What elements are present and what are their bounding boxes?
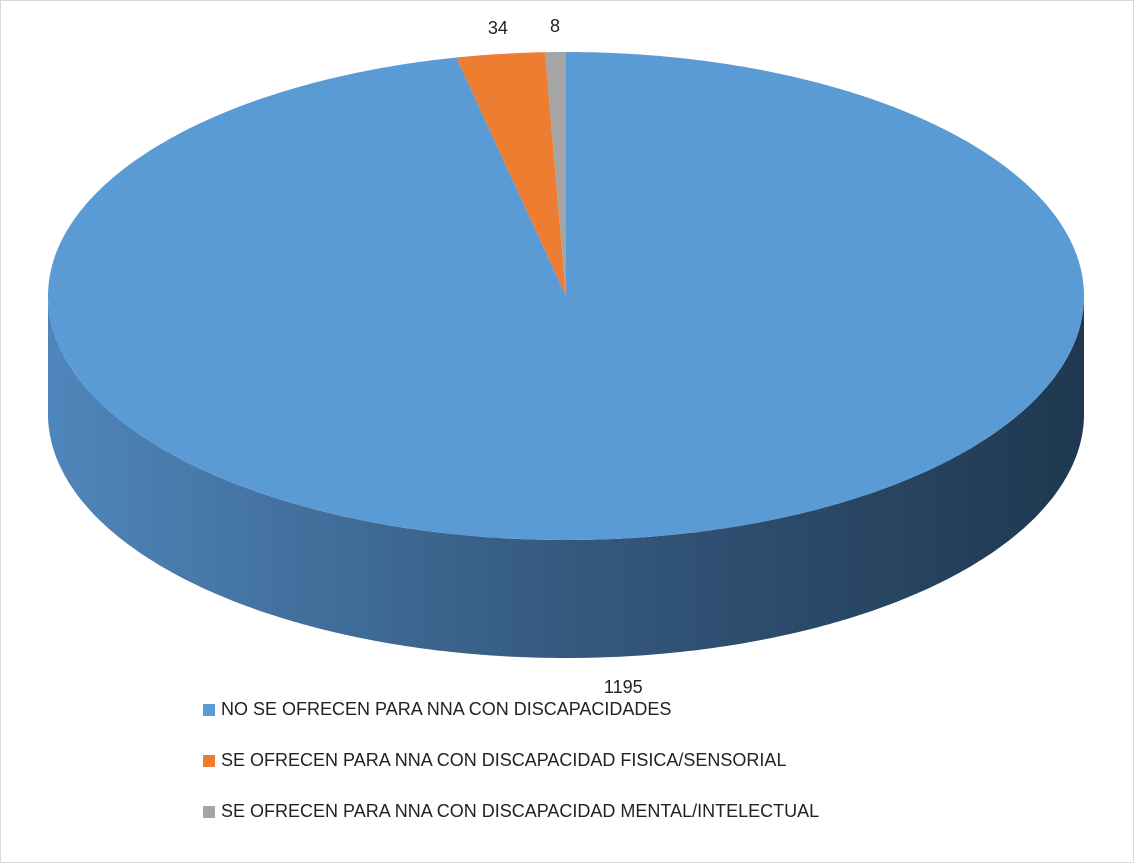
legend-swatch xyxy=(203,806,215,818)
slice-side xyxy=(48,296,1084,658)
legend-label: SE OFRECEN PARA NNA CON DISCAPACIDAD FIS… xyxy=(221,750,786,770)
legend-swatch xyxy=(203,755,215,767)
data-label: 1195 xyxy=(604,677,643,697)
legend-swatch xyxy=(203,704,215,716)
data-label: 34 xyxy=(488,18,508,38)
slice xyxy=(456,52,566,297)
legend-label: NO SE OFRECEN PARA NNA CON DISCAPACIDADE… xyxy=(221,699,671,719)
data-label: 8 xyxy=(550,16,560,36)
slice xyxy=(545,52,566,296)
legend-label: SE OFRECEN PARA NNA CON DISCAPACIDAD MEN… xyxy=(221,801,819,821)
